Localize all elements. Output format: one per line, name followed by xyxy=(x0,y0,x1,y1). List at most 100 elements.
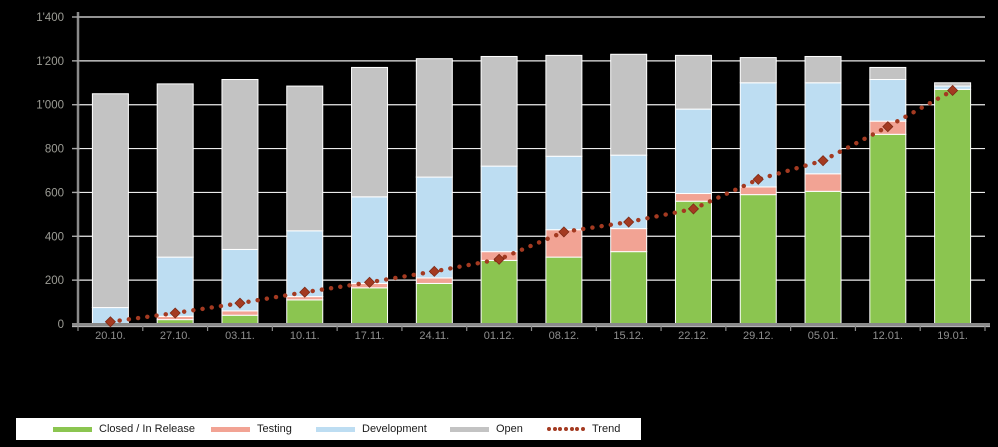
bar-segment xyxy=(480,165,518,253)
trend-dot xyxy=(569,427,574,431)
chart-legend: Closed / In Release Testing Development … xyxy=(14,416,643,442)
trend-dot xyxy=(563,427,568,431)
bar-segment xyxy=(869,66,907,80)
x-axis-label: 20.10. xyxy=(95,330,126,342)
bar-segment xyxy=(286,230,324,298)
bar-segment xyxy=(545,256,583,325)
bar-segment xyxy=(804,173,842,192)
x-axis-label: 19.01. xyxy=(937,330,968,342)
x-axis-label: 24.11. xyxy=(419,330,449,342)
bar-segment xyxy=(674,193,712,202)
bar-segment xyxy=(351,66,389,198)
bar-segment xyxy=(610,154,648,230)
bar-segment xyxy=(91,93,129,309)
bar-segment xyxy=(286,299,324,325)
y-axis-label: 800 xyxy=(45,144,64,156)
trend-marker xyxy=(558,226,570,238)
trend-dot xyxy=(575,427,580,431)
legend-item-testing: Testing xyxy=(211,418,292,440)
x-axis-label: 03.11. xyxy=(225,330,255,342)
x-axis-label: 05.01. xyxy=(808,330,839,342)
legend-label-trend: Trend xyxy=(592,423,621,435)
bar-segment xyxy=(221,78,259,250)
y-axis-label: 1'200 xyxy=(36,56,64,68)
bar-segment xyxy=(674,108,712,195)
bar-segment xyxy=(610,228,648,253)
legend-swatch-open xyxy=(450,426,489,432)
bar-segment xyxy=(610,53,648,156)
bar-segment xyxy=(869,133,907,325)
chart-area: 0 200 400 600 800 1'000 1'200 1'400 20.10. 27.10.… xyxy=(36,12,990,342)
y-axis-label: 0 xyxy=(58,319,64,331)
x-axis-label: 17.11. xyxy=(355,330,385,342)
trend-line xyxy=(108,88,955,324)
bar-segment xyxy=(934,88,972,325)
y-axis-label: 200 xyxy=(45,275,64,287)
bar-segment xyxy=(739,194,777,325)
x-axis-label: 29.12. xyxy=(743,330,774,342)
bar-segment xyxy=(739,82,777,188)
bar-segment xyxy=(545,155,583,231)
trend-marker xyxy=(169,307,181,319)
bar-segment xyxy=(869,78,907,122)
legend-swatch-trend-dotted-line xyxy=(547,426,585,432)
legend-item-closed: Closed / In Release xyxy=(53,418,195,440)
bar-segment xyxy=(545,54,583,157)
bar-segment xyxy=(156,83,194,258)
bar-segment xyxy=(610,251,648,325)
trend-marker xyxy=(882,121,894,133)
bar-segment xyxy=(156,256,194,317)
trend-dot xyxy=(558,427,563,431)
bar-segment xyxy=(351,196,389,284)
legend-label-testing: Testing xyxy=(257,423,292,435)
bar-segment xyxy=(415,277,453,284)
bar-segment xyxy=(415,176,453,279)
y-axis-label: 400 xyxy=(45,231,64,243)
legend-item-open: Open xyxy=(450,418,523,440)
legend-label-development: Development xyxy=(362,423,427,435)
legend-label-closed: Closed / In Release xyxy=(99,423,195,435)
bar-segment xyxy=(351,287,389,325)
y-axis-label: 600 xyxy=(45,187,64,199)
trend-marker xyxy=(428,265,440,277)
x-axis-label: 01.12. xyxy=(484,330,515,342)
trend-dot xyxy=(580,427,585,431)
legend-swatch-development xyxy=(316,426,355,432)
legend-label-open: Open xyxy=(496,423,523,435)
trend-marker xyxy=(623,216,635,228)
trend-marker xyxy=(234,297,246,309)
bar-segment xyxy=(415,282,453,325)
trend-marker xyxy=(363,276,376,288)
y-axis-label: 1'400 xyxy=(36,12,64,24)
x-axis-label: 10.11. xyxy=(290,330,320,342)
bar-segment xyxy=(480,55,518,167)
trend-marker xyxy=(493,253,505,265)
bar-segment xyxy=(804,55,842,84)
bar-segment xyxy=(804,190,842,325)
x-axis-label: 12.01. xyxy=(873,330,904,342)
legend-swatch-testing xyxy=(211,426,250,432)
trend-marker xyxy=(687,203,700,215)
trend-marker xyxy=(104,316,116,328)
trend-dot xyxy=(552,427,557,431)
bar-segment xyxy=(674,200,712,325)
x-axis-label: 27.10. xyxy=(160,330,191,342)
bar-segment xyxy=(286,85,324,232)
trend-marker xyxy=(947,84,959,97)
x-axis-label: 08.12. xyxy=(549,330,580,342)
bar-segment xyxy=(739,57,777,84)
x-axis-label: 15.12. xyxy=(613,330,644,342)
bar-segment xyxy=(415,58,453,178)
bar-segment xyxy=(221,314,259,325)
x-axis-label: 22.12. xyxy=(678,330,709,342)
legend-swatch-closed xyxy=(53,426,92,432)
bar-segment xyxy=(674,54,712,110)
legend-item-trend: Trend xyxy=(547,418,620,440)
bar-segment xyxy=(221,310,259,316)
trend-marker xyxy=(299,286,311,298)
y-axis-label: 1'000 xyxy=(36,100,64,112)
legend-item-development: Development xyxy=(316,418,427,440)
trend-marker xyxy=(817,155,829,167)
stacked-bar-chart: 0 200 400 600 800 1'000 1'200 1'400 20.10. 27.10.… xyxy=(36,12,990,342)
bar-segment xyxy=(739,186,777,196)
